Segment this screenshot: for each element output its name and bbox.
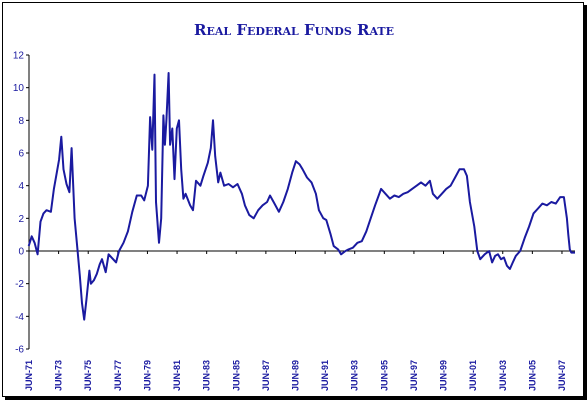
chart-title: Real Federal Funds Rate	[194, 21, 394, 39]
y-tick-label: 2	[18, 214, 24, 225]
y-tick-label: 6	[18, 149, 24, 160]
x-tick-label: JUN-77	[113, 360, 123, 391]
x-tick-label: JUN-99	[439, 360, 449, 391]
x-tick-label: JUN-83	[202, 360, 212, 391]
x-tick-label: JUN-81	[172, 360, 182, 391]
y-tick-label: 12	[13, 51, 25, 62]
axes	[26, 54, 575, 350]
x-tick-label: JUN-05	[527, 360, 537, 391]
x-tick-label: JUN-71	[24, 360, 34, 391]
line-chart: Real Federal Funds Rate -6-4-2024681012 …	[13, 21, 575, 391]
y-tick-label: -4	[15, 312, 24, 323]
chart-frame: Real Federal Funds Rate -6 -4 -2 0 2 4 6 8 10 12 …	[2, 2, 584, 397]
x-tick-label: JUN-89	[290, 360, 300, 391]
y-tick-label: -6	[15, 345, 24, 356]
x-tick-label: JUN-85	[231, 360, 241, 391]
y-tick-label: 4	[18, 181, 24, 192]
y-tick-labels: -6 -4 -2 0 2 4 6 8 10 12	[13, 51, 25, 356]
x-tick-label: JUN-79	[142, 360, 152, 391]
x-tick-label: JUN-95	[379, 360, 389, 391]
y-tick-label: -2	[15, 279, 24, 290]
x-tick-label: JUN-03	[498, 360, 508, 391]
y-tick-label: 0	[18, 247, 24, 258]
y-tick-label: 10	[13, 83, 25, 94]
y-tick-label: 8	[18, 116, 24, 127]
x-tick-label: JUN-01	[468, 360, 478, 391]
x-tick-label: JUN-87	[261, 360, 271, 391]
x-tick-label: JUN-93	[350, 360, 360, 391]
x-tick-label: JUN-91	[320, 360, 330, 391]
series-line	[27, 72, 575, 321]
x-tick-label: JUN-07	[557, 360, 567, 391]
x-tick-labels: JUN-71 JUN-73 JUN-75 JUN-77 JUN-79 JUN-81 JUN-…	[24, 360, 567, 391]
x-tick-label: JUN-75	[83, 360, 93, 391]
x-tick-label: JUN-73	[54, 360, 64, 391]
x-tick-label: JUN-97	[409, 360, 419, 391]
